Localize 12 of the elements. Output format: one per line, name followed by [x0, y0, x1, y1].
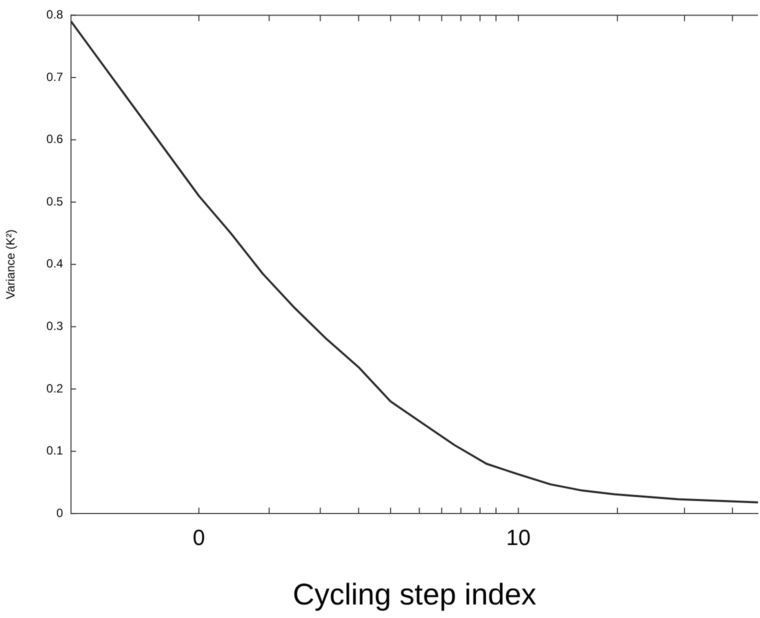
y-tick-label: 0.1 — [46, 444, 64, 458]
y-tick-label: 0.2 — [46, 381, 64, 396]
y-tick-label: 0.3 — [46, 319, 64, 334]
y-axis-title: Variance (K²) — [4, 230, 18, 300]
y-tick-label: 0.8 — [46, 8, 64, 22]
y-tick-label: 0.5 — [46, 194, 64, 208]
y-tick-label: 0.6 — [46, 132, 64, 146]
x-axis-title: Cycling step index — [292, 578, 536, 612]
y-tick-label: 0 — [56, 506, 64, 520]
x-tick-label: 10 — [506, 524, 531, 550]
y-tick-label: 0.7 — [46, 70, 64, 84]
y-tick-label: 0.4 — [46, 256, 64, 271]
